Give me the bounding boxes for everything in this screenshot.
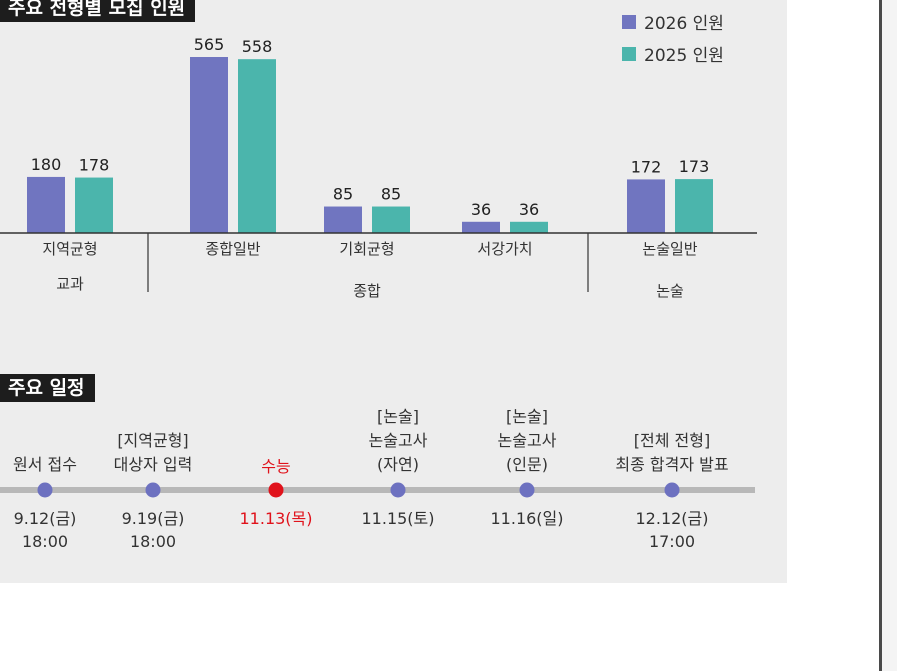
schedule-label-line: 논술고사 — [368, 431, 428, 450]
bar-2026-0 — [27, 176, 65, 233]
timeline — [0, 482, 755, 498]
schedule-date-line: 11.16(일) — [490, 509, 564, 528]
schedule-event-label: 수능 — [261, 455, 290, 479]
bar-value-label: 36 — [471, 200, 491, 219]
legend-swatch-2026 — [622, 14, 636, 29]
schedule-date-line: 11.15(토) — [361, 509, 435, 528]
timeline-dot — [664, 482, 680, 498]
schedule-date-line: 18:00 — [21, 532, 69, 551]
legend-item-2026: 2026 인원 — [622, 9, 724, 34]
schedule-event-label: [전체 전형] 최종 합격자 발표 — [615, 429, 728, 477]
category-label: 종합일반 — [205, 240, 260, 258]
bar-value-label: 180 — [31, 155, 62, 174]
bar-2026-3 — [462, 221, 500, 233]
bar-value-label: 558 — [242, 37, 273, 56]
bar-value-label: 36 — [519, 200, 539, 219]
schedule-event-date: 9.19(금) 18:00 — [122, 507, 185, 553]
bar-value-label: 85 — [333, 185, 353, 204]
schedule-date-line: 18:00 — [129, 532, 177, 551]
legend-swatch-2025 — [622, 46, 636, 61]
schedule-label-line: [전체 전형] — [633, 431, 711, 450]
chart-title: 주요 전형별 모집 인원 — [0, 0, 196, 22]
bar-value-label: 173 — [679, 157, 710, 176]
infographic-panel: 주요 전형별 모집 인원 2026 인원 2025 인원 180 178 지역균형 5… — [0, 0, 787, 583]
bar-value-label: 85 — [381, 185, 401, 204]
schedule-label-line: [논술] — [506, 407, 548, 426]
schedule-label-line: [지역균형] — [117, 431, 189, 450]
schedule-title: 주요 일정 — [0, 374, 95, 402]
timeline-dot — [390, 482, 406, 498]
schedule-label-line: 최종 합격자 발표 — [615, 455, 729, 474]
schedule-date-line: 9.19(금) — [121, 509, 185, 528]
category-label: 서강가치 — [477, 240, 532, 258]
timeline-dot — [519, 482, 535, 498]
schedule-date-line: 17:00 — [648, 532, 696, 551]
bar-value-label: 172 — [631, 157, 662, 176]
bar-2025-1 — [238, 59, 276, 234]
schedule-label-line: 대상자 입력 — [113, 455, 193, 474]
group-label: 교과 — [56, 275, 84, 293]
category-label: 논술일반 — [642, 240, 697, 258]
group-label: 논술 — [656, 282, 684, 300]
schedule-date-line: 9.12(금) — [13, 509, 77, 528]
legend-label-2026: 2026 인원 — [644, 14, 724, 34]
schedule-label-line: 원서 접수 — [13, 455, 77, 474]
timeline-dot — [37, 482, 53, 498]
bar-2025-2 — [372, 206, 410, 233]
bar-value-label: 565 — [194, 35, 225, 54]
schedule-label-line: (자연) — [377, 455, 419, 474]
group-label: 종합 — [353, 282, 381, 300]
schedule-label-line: 논술고사 — [497, 431, 557, 450]
schedule-event-date: 9.12(금) 18:00 — [14, 507, 77, 553]
schedule-date-line: 11.13(목) — [239, 509, 313, 528]
bar-2026-2 — [324, 206, 362, 233]
schedule-label-line: 수능 — [261, 457, 291, 476]
page-edge-margin — [882, 0, 897, 671]
bar-2026-1 — [190, 57, 228, 233]
schedule-event-label: [논술] 논술고사 (인문) — [498, 405, 557, 477]
schedule-event-date: 11.13(목) — [239, 507, 312, 530]
schedule-event-label: [지역균형] 대상자 입력 — [114, 429, 193, 477]
bar-2025-3 — [510, 221, 548, 233]
schedule-event-date: 12.12(금) 17:00 — [635, 507, 708, 553]
legend-label-2025: 2025 인원 — [644, 46, 724, 66]
category-label: 기회균형 — [339, 240, 394, 258]
bar-2025-0 — [75, 177, 113, 233]
bar-chart: 180 178 지역균형 565 558 종합일반 85 85 기회균형 36 36 서강가치 172 1… — [0, 35, 757, 300]
schedule-date-line: 12.12(금) — [635, 509, 709, 528]
schedule-event-label: [논술] 논술고사 (자연) — [369, 405, 428, 477]
bar-2026-4 — [627, 179, 665, 233]
schedule-event-label: 원서 접수 — [13, 453, 77, 477]
category-label: 지역균형 — [42, 240, 97, 258]
bar-2025-4 — [675, 179, 713, 233]
schedule-event-date: 11.15(토) — [361, 507, 434, 530]
bar-value-label: 178 — [79, 156, 110, 175]
schedule-event-date: 11.16(일) — [490, 507, 563, 530]
schedule-label-line: (인문) — [506, 455, 548, 474]
legend-item-2025: 2025 인원 — [622, 41, 724, 66]
timeline-dot — [145, 482, 161, 498]
timeline-dot-highlight — [268, 482, 284, 498]
page-edge-border — [879, 0, 882, 671]
schedule-label-line: [논술] — [377, 407, 419, 426]
